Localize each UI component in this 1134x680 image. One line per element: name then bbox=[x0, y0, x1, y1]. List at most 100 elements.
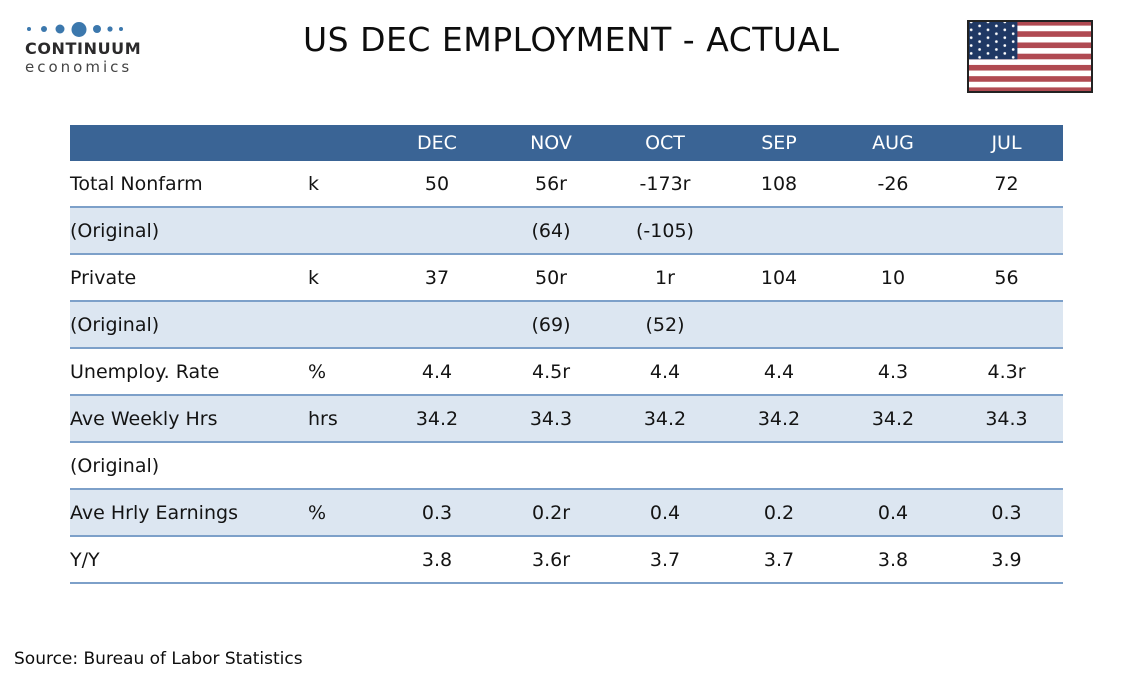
cell-oct bbox=[608, 442, 722, 490]
cell-jul: 4.3r bbox=[950, 348, 1063, 396]
page-title: US DEC EMPLOYMENT - ACTUAL bbox=[303, 20, 840, 59]
row-unit: % bbox=[308, 348, 380, 396]
cell-aug: 10 bbox=[836, 254, 950, 302]
row-label: Ave Weekly Hrs bbox=[70, 395, 308, 443]
header-cell-unit bbox=[308, 125, 380, 161]
row-unit: % bbox=[308, 489, 380, 537]
cell-sep: 104 bbox=[722, 254, 836, 302]
cell-oct: 1r bbox=[608, 254, 722, 302]
table-row: Ave Hrly Earnings% 0.3 0.2r 0.4 0.2 0.4 0.3 bbox=[70, 489, 1063, 537]
cell-oct: (-105) bbox=[608, 207, 722, 255]
row-unit: k bbox=[308, 161, 380, 208]
logo-subtitle: economics bbox=[25, 58, 133, 76]
cell-sep bbox=[722, 207, 836, 255]
row-label: (Original) bbox=[70, 442, 308, 490]
cell-jul: 56 bbox=[950, 254, 1063, 302]
row-unit bbox=[308, 301, 380, 349]
row-label: Private bbox=[70, 254, 308, 302]
cell-dec: 50 bbox=[380, 161, 494, 208]
cell-oct: 3.7 bbox=[608, 536, 722, 584]
cell-jul bbox=[950, 301, 1063, 349]
column-header-oct: OCT bbox=[608, 125, 722, 161]
cell-jul: 3.9 bbox=[950, 536, 1063, 584]
table-row: Y/Y 3.8 3.6r 3.7 3.7 3.8 3.9 bbox=[70, 536, 1063, 584]
column-header-aug: AUG bbox=[836, 125, 950, 161]
cell-jul: 0.3 bbox=[950, 489, 1063, 537]
cell-dec bbox=[380, 301, 494, 349]
cell-aug: 4.3 bbox=[836, 348, 950, 396]
table-row: (Original) (69) (52) bbox=[70, 301, 1063, 349]
row-label: (Original) bbox=[70, 207, 308, 255]
cell-sep bbox=[722, 442, 836, 490]
cell-aug bbox=[836, 301, 950, 349]
table-body: Total Nonfarm k 50 56r -173r 108 -26 72 (Origina… bbox=[70, 161, 1063, 584]
table-row: (Original) (64) (-105) bbox=[70, 207, 1063, 255]
table-row: Total Nonfarm k 50 56r -173r 108 -26 72 bbox=[70, 161, 1063, 208]
cell-dec: 37 bbox=[380, 254, 494, 302]
cell-aug bbox=[836, 207, 950, 255]
row-unit: k bbox=[308, 254, 380, 302]
cell-nov: 3.6r bbox=[494, 536, 608, 584]
cell-nov: (69) bbox=[494, 301, 608, 349]
continuum-dots-icon bbox=[27, 22, 123, 37]
continuum-logo: CONTINUUM economics bbox=[25, 20, 141, 76]
table-header: DEC NOV OCT SEP AUG JUL bbox=[70, 125, 1063, 161]
column-header-sep: SEP bbox=[722, 125, 836, 161]
row-label: Y/Y bbox=[70, 536, 308, 584]
row-unit: hrs bbox=[308, 395, 380, 443]
cell-oct: (52) bbox=[608, 301, 722, 349]
cell-dec: 0.3 bbox=[380, 489, 494, 537]
cell-sep: 108 bbox=[722, 161, 836, 208]
cell-sep: 34.2 bbox=[722, 395, 836, 443]
cell-nov bbox=[494, 442, 608, 490]
table-row: Unemploy. Rate% 4.4 4.5r 4.4 4.4 4.3 4.3r bbox=[70, 348, 1063, 396]
cell-aug bbox=[836, 442, 950, 490]
cell-nov: 50r bbox=[494, 254, 608, 302]
cell-nov: 0.2r bbox=[494, 489, 608, 537]
header-row: DEC NOV OCT SEP AUG JUL bbox=[70, 125, 1063, 161]
cell-oct: -173r bbox=[608, 161, 722, 208]
column-header-nov: NOV bbox=[494, 125, 608, 161]
table-row: (Original) bbox=[70, 442, 1063, 490]
cell-jul: 72 bbox=[950, 161, 1063, 208]
cell-dec: 34.2 bbox=[380, 395, 494, 443]
cell-aug: 34.2 bbox=[836, 395, 950, 443]
cell-jul bbox=[950, 442, 1063, 490]
cell-oct: 4.4 bbox=[608, 348, 722, 396]
cell-aug: -26 bbox=[836, 161, 950, 208]
cell-sep: 4.4 bbox=[722, 348, 836, 396]
row-label: (Original) bbox=[70, 301, 308, 349]
table-row: Ave Weekly Hrs hrs 34.2 34.3 34.2 34.2 34.2 34.… bbox=[70, 395, 1063, 443]
row-unit bbox=[308, 442, 380, 490]
row-label: Unemploy. Rate bbox=[70, 348, 308, 396]
cell-nov: 4.5r bbox=[494, 348, 608, 396]
column-header-jul: JUL bbox=[950, 125, 1063, 161]
cell-dec: 4.4 bbox=[380, 348, 494, 396]
cell-sep bbox=[722, 301, 836, 349]
row-unit bbox=[308, 207, 380, 255]
column-header-dec: DEC bbox=[380, 125, 494, 161]
row-label: Ave Hrly Earnings bbox=[70, 489, 308, 537]
row-label: Total Nonfarm bbox=[70, 161, 308, 208]
cell-jul: 34.3 bbox=[950, 395, 1063, 443]
cell-dec: 3.8 bbox=[380, 536, 494, 584]
cell-nov: (64) bbox=[494, 207, 608, 255]
cell-sep: 0.2 bbox=[722, 489, 836, 537]
cell-dec bbox=[380, 207, 494, 255]
source-note: Source: Bureau of Labor Statistics bbox=[14, 649, 303, 669]
cell-aug: 0.4 bbox=[836, 489, 950, 537]
us-flag-icon bbox=[967, 20, 1093, 93]
cell-nov: 34.3 bbox=[494, 395, 608, 443]
cell-oct: 34.2 bbox=[608, 395, 722, 443]
row-unit bbox=[308, 536, 380, 584]
header-cell-series bbox=[70, 125, 308, 161]
cell-dec bbox=[380, 442, 494, 490]
cell-sep: 3.7 bbox=[722, 536, 836, 584]
employment-table: DEC NOV OCT SEP AUG JUL Total Nonfarm k 50 56r -1… bbox=[70, 125, 1063, 584]
cell-jul bbox=[950, 207, 1063, 255]
cell-aug: 3.8 bbox=[836, 536, 950, 584]
table-row: Private k 37 50r 1r 104 10 56 bbox=[70, 254, 1063, 302]
cell-oct: 0.4 bbox=[608, 489, 722, 537]
cell-nov: 56r bbox=[494, 161, 608, 208]
